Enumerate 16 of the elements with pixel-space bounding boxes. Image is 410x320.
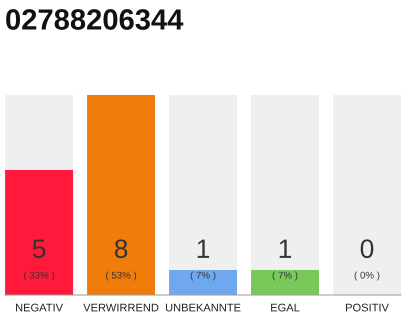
annotation: ( 7% )	[272, 271, 298, 281]
data-label: 1	[198, 240, 210, 258]
annotation: 0	[360, 239, 374, 258]
x-tick-label: VERWIRREND	[83, 304, 158, 312]
annotation: ( 0% )	[354, 271, 380, 281]
x-tick-label: POSITIV	[346, 304, 389, 312]
data-label: 1	[280, 240, 292, 258]
annotation: ( 7% )	[190, 271, 216, 281]
chart-title: 02788206344	[6, 9, 184, 30]
annotation: ( 53% )	[106, 271, 136, 281]
x-tick-label: EGAL	[271, 304, 300, 312]
x-tick-label: UNBEKANNTE	[166, 304, 241, 312]
x-tick-label: NEGATIV	[16, 304, 64, 312]
data-label: 5	[32, 240, 46, 258]
annotation: ( 33% )	[24, 271, 54, 281]
data-label: 8	[114, 239, 128, 258]
